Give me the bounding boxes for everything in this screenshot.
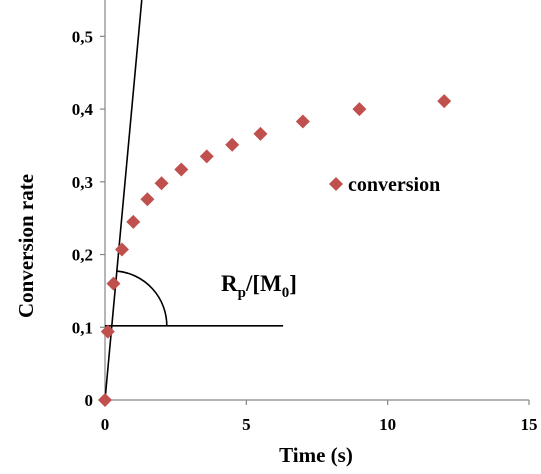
data-point [98,393,112,407]
data-point [100,324,115,339]
y-tick-label: 0,2 [72,246,93,265]
data-point [174,162,189,177]
data-point [154,176,169,191]
y-axis-title: Conversion rate [14,174,38,318]
x-tick-label: 5 [242,415,251,434]
data-point [140,192,155,207]
legend-label: conversion [348,174,440,196]
y-tick-label: 0,4 [72,100,94,119]
slope-annotation-end: ] [289,271,297,296]
slope-annotation-sub2: 0 [282,285,290,301]
data-points [98,94,452,407]
slope-annotation-sub: p [238,285,246,301]
x-tick-label: 15 [521,415,538,434]
y-tick-label: 0,3 [72,173,93,192]
tick-labels: 0 0,1 0,2 0,3 0,4 0,5 0 5 10 15 [72,27,538,434]
y-tick-label: 0,1 [72,318,93,337]
data-point [106,276,121,291]
tangent-line [104,0,143,401]
axis-ticks [100,35,530,405]
slope-annotation-main: R [221,271,238,296]
slope-annotation-mid: /[M [245,271,282,296]
data-point [295,114,310,129]
data-point [225,137,240,152]
annotations [104,0,284,401]
x-axis-title: Time (s) [279,443,353,467]
legend: conversion [329,174,440,196]
data-point [352,102,367,117]
angle-arc [116,270,168,326]
data-point [199,149,214,164]
x-tick-label: 0 [101,415,110,434]
data-point [437,94,452,109]
data-point [126,214,141,229]
data-point [114,242,129,257]
slope-annotation: Rp/[M0] [221,271,297,301]
y-tick-label: 0 [85,391,94,410]
data-point [253,126,268,141]
legend-marker [329,177,343,191]
y-tick-label: 0,5 [72,27,93,46]
x-tick-label: 10 [379,415,396,434]
axes [104,0,529,401]
